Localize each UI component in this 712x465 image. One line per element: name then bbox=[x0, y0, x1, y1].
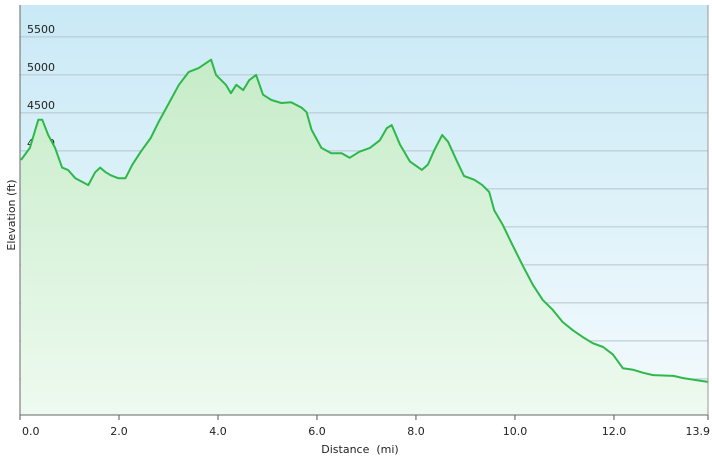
x-tick-label: 13.9 bbox=[686, 425, 711, 438]
x-tick-label: 2.0 bbox=[110, 425, 128, 438]
y-axis-title: Elevation (ft) bbox=[5, 179, 18, 250]
x-tick-label: 6.0 bbox=[308, 425, 326, 438]
x-tick-label: 12.0 bbox=[602, 425, 627, 438]
y-tick-label: 5000 bbox=[27, 61, 55, 74]
x-tick-label: 0.0 bbox=[22, 425, 40, 438]
x-axis-title: Distance (mi) bbox=[321, 443, 398, 456]
x-tick-label: 4.0 bbox=[209, 425, 227, 438]
y-tick-label: 5500 bbox=[27, 23, 55, 36]
y-tick-label: 4500 bbox=[27, 99, 55, 112]
x-tick-label: 8.0 bbox=[407, 425, 425, 438]
line bbox=[20, 58, 709, 383]
area bbox=[21, 59, 708, 415]
x-tick-label: 10.0 bbox=[503, 425, 528, 438]
